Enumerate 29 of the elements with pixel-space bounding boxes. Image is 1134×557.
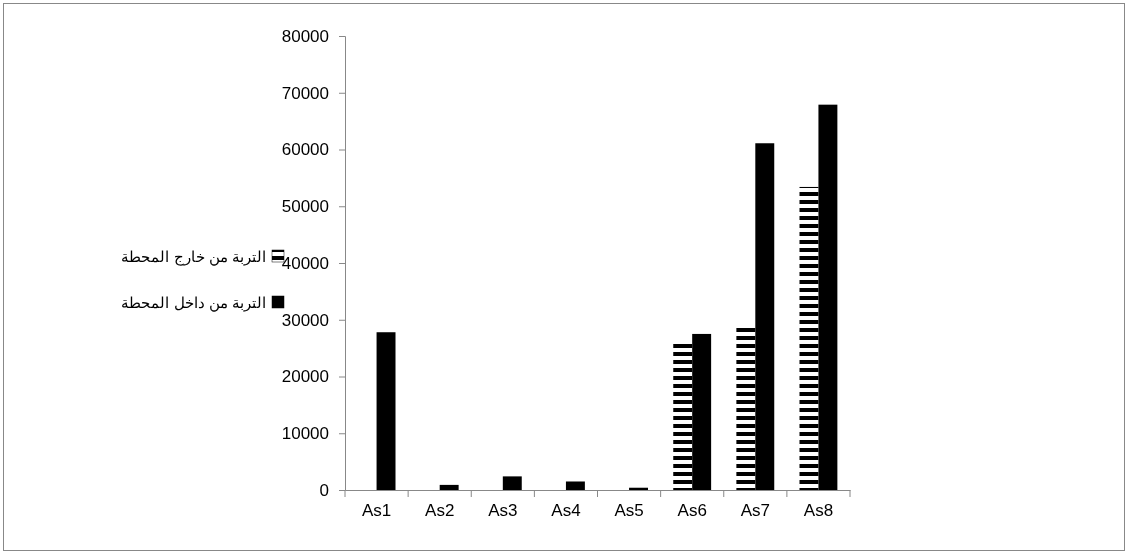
x-tick-label: As5 xyxy=(614,501,644,521)
x-tick-label: As7 xyxy=(740,501,770,521)
legend-label: التربة من داخل المحطة xyxy=(121,294,266,312)
bar xyxy=(755,143,775,490)
y-tick-label: 10000 xyxy=(281,424,329,444)
y-tick-label: 40000 xyxy=(281,253,329,273)
y-tick-label: 50000 xyxy=(281,197,329,217)
legend-label: التربة من خارج المحطة xyxy=(121,248,266,266)
bar xyxy=(439,484,459,490)
bar xyxy=(502,476,522,490)
x-tick-label: As8 xyxy=(803,501,834,521)
y-tick-label: 0 xyxy=(319,480,329,500)
x-tick-label: As4 xyxy=(551,501,581,521)
y-tick-label: 60000 xyxy=(281,140,329,160)
bar xyxy=(692,333,712,490)
y-tick-label: 80000 xyxy=(281,26,329,46)
bar xyxy=(818,104,838,490)
bar xyxy=(673,342,693,490)
x-tick-label: As1 xyxy=(361,501,392,521)
bar xyxy=(736,325,756,490)
y-tick-label: 70000 xyxy=(281,83,329,103)
x-tick-label: As6 xyxy=(677,501,707,521)
y-tick-label: 20000 xyxy=(281,367,329,387)
bar xyxy=(565,481,585,490)
bar xyxy=(799,186,819,490)
bar xyxy=(376,332,396,490)
x-tick-label: As3 xyxy=(488,501,518,521)
y-tick-label: 30000 xyxy=(281,310,329,330)
x-tick-label: As2 xyxy=(425,501,455,521)
